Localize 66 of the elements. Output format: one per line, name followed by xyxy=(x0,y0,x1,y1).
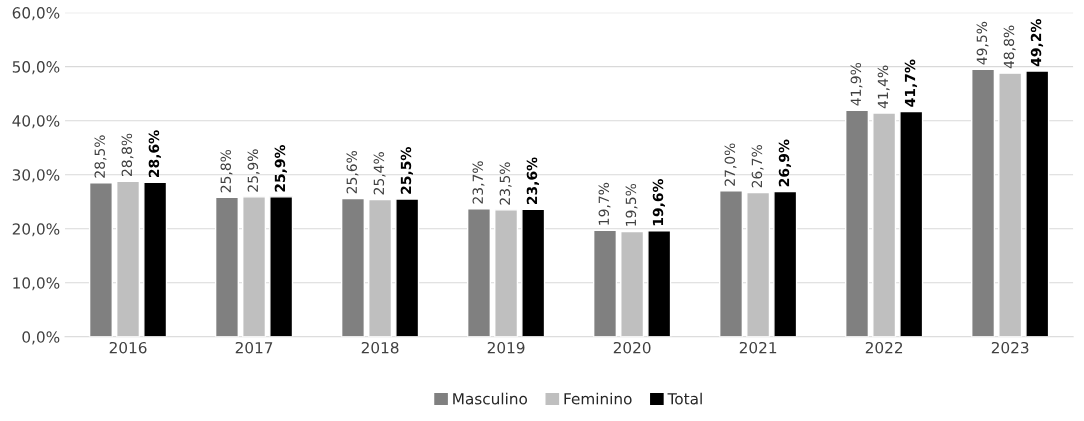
data-label: 19,6% xyxy=(652,179,666,226)
data-label: 25,5% xyxy=(400,147,413,194)
bar xyxy=(395,198,420,337)
bar xyxy=(647,230,672,337)
bar xyxy=(88,182,113,337)
bar xyxy=(1025,70,1050,337)
data-label: 49,5% xyxy=(976,21,989,65)
data-label: 28,6% xyxy=(148,130,161,178)
bar xyxy=(746,191,771,337)
data-label: 41,9% xyxy=(850,62,863,106)
data-label: 25,6% xyxy=(346,150,359,194)
data-label: 19,5% xyxy=(625,183,638,226)
y-tick-label: 20,0% xyxy=(12,223,60,237)
data-label: 48,8% xyxy=(1003,25,1016,69)
data-label: 28,5% xyxy=(94,135,107,178)
x-tick-label: 2017 xyxy=(235,341,273,354)
data-label: 26,9% xyxy=(778,139,792,187)
y-tick-label: 60,0% xyxy=(12,7,60,21)
bar xyxy=(214,196,240,337)
bar xyxy=(466,208,492,337)
bar xyxy=(971,68,996,337)
x-tick-label: 2019 xyxy=(487,341,525,354)
data-label: 19,7% xyxy=(598,182,611,225)
data-label: 25,4% xyxy=(373,152,386,195)
legend-label: Total xyxy=(667,392,702,405)
y-tick-label: 10,0% xyxy=(13,277,60,291)
x-tick-label: 2016 xyxy=(109,341,147,354)
data-label: 27,0% xyxy=(724,143,737,186)
bar xyxy=(340,197,366,337)
data-label: 23,5% xyxy=(499,162,512,205)
data-label: 23,6% xyxy=(526,157,539,205)
bar xyxy=(368,198,393,337)
bar xyxy=(718,190,744,337)
legend-label: Feminino xyxy=(564,392,632,405)
bar xyxy=(592,229,618,337)
bar xyxy=(143,181,168,337)
x-tick-label: 2018 xyxy=(361,341,399,354)
bar xyxy=(899,110,924,337)
bar xyxy=(998,72,1023,337)
data-label: 41,7% xyxy=(904,59,918,107)
bar xyxy=(269,196,294,337)
data-label: 25,9% xyxy=(274,144,287,192)
data-label: 28,8% xyxy=(121,133,134,177)
x-tick-label: 2021 xyxy=(739,341,777,354)
bar xyxy=(116,180,141,337)
bar xyxy=(872,112,897,337)
x-tick-label: 2023 xyxy=(991,341,1029,354)
x-tick-label: 2020 xyxy=(613,341,651,354)
legend-label: Masculino xyxy=(453,392,528,405)
x-tick-label: 2022 xyxy=(865,341,903,354)
y-tick-label: 50,0% xyxy=(12,61,60,75)
data-label: 25,9% xyxy=(247,149,260,192)
y-tick-label: 40,0% xyxy=(12,115,60,129)
bar xyxy=(521,208,546,337)
data-label: 26,7% xyxy=(751,145,764,188)
y-tick-label: 30,0% xyxy=(12,169,60,183)
bar xyxy=(845,109,870,337)
bar xyxy=(242,196,267,337)
data-label: 49,2% xyxy=(1030,19,1044,67)
bar xyxy=(494,209,519,337)
bar xyxy=(773,190,798,337)
data-label: 25,8% xyxy=(220,149,233,193)
bar xyxy=(620,230,645,337)
data-label: 23,7% xyxy=(472,161,485,204)
y-tick-label: 0,0% xyxy=(22,331,60,345)
data-label: 41,4% xyxy=(877,65,890,109)
